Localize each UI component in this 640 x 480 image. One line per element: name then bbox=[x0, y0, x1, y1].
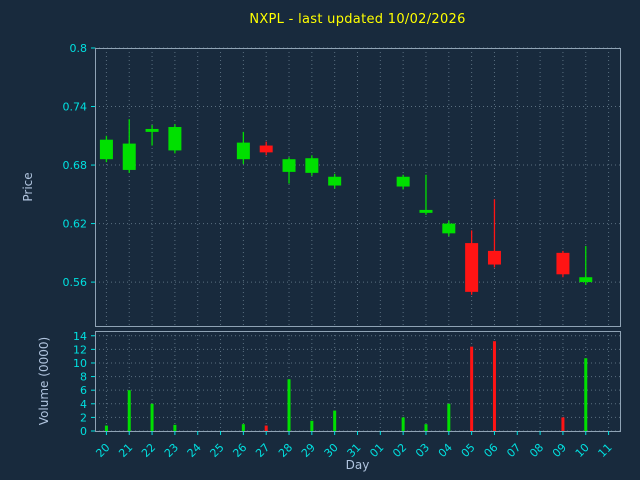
candle-body bbox=[122, 143, 136, 170]
tick-marks bbox=[91, 47, 610, 435]
x-tick-label: 28 bbox=[276, 441, 295, 460]
x-tick-label: 30 bbox=[322, 441, 341, 460]
candle-day-02 bbox=[396, 174, 410, 190]
price-tick-label: 0.8 bbox=[70, 42, 88, 55]
volume-tick-label: 12 bbox=[73, 343, 87, 356]
chart-title: NXPL - last updated 10/02/2026 bbox=[249, 12, 466, 27]
x-tick-label: 23 bbox=[162, 441, 181, 460]
volume-bar-day-22 bbox=[150, 403, 154, 431]
candle-day-03 bbox=[419, 174, 433, 215]
candle-body bbox=[579, 277, 593, 283]
x-tick-label: 01 bbox=[367, 441, 386, 460]
candle-body bbox=[236, 142, 250, 160]
candle-day-23 bbox=[168, 124, 182, 154]
x-tick-label: 21 bbox=[116, 441, 135, 460]
volume-bar-day-10 bbox=[584, 358, 588, 431]
volume-bar-day-29 bbox=[310, 420, 314, 431]
candle-body bbox=[419, 209, 433, 213]
candle-day-04 bbox=[442, 220, 456, 237]
price-tick-label: 0.74 bbox=[63, 101, 88, 114]
candle-day-10 bbox=[579, 246, 593, 286]
candle-body bbox=[305, 158, 319, 173]
volume-tick-label: 14 bbox=[73, 330, 87, 343]
x-tick-label: 31 bbox=[345, 441, 364, 460]
volume-tick-label: 4 bbox=[80, 398, 87, 411]
x-tick-label: 11 bbox=[596, 441, 615, 460]
x-tick-label: 07 bbox=[504, 441, 523, 460]
candle-day-29 bbox=[305, 155, 319, 176]
candle-body bbox=[556, 252, 570, 275]
volume-tick-label: 0 bbox=[80, 425, 87, 438]
candle-day-21 bbox=[122, 119, 136, 173]
price-axes-spine bbox=[95, 48, 621, 327]
volume-bar-day-28 bbox=[287, 379, 291, 431]
candle-day-30 bbox=[328, 173, 342, 189]
volume-tick-label: 10 bbox=[73, 357, 87, 370]
candle-body bbox=[442, 223, 456, 234]
candle-body bbox=[168, 127, 182, 151]
candle-day-22 bbox=[145, 125, 159, 146]
volume-bar-day-05 bbox=[470, 346, 474, 431]
volume-bar-day-21 bbox=[127, 390, 131, 431]
x-tick-label: 26 bbox=[230, 441, 249, 460]
volume-axes-spine bbox=[95, 331, 621, 432]
candle-body bbox=[99, 139, 113, 160]
volume-bar-day-09 bbox=[561, 417, 565, 431]
volume-tick-label: 6 bbox=[80, 384, 87, 397]
volume-bar-day-26 bbox=[241, 424, 245, 431]
candle-body bbox=[282, 159, 296, 172]
x-tick-label: 08 bbox=[527, 441, 546, 460]
candle-body bbox=[465, 243, 479, 292]
candle-body bbox=[487, 250, 501, 265]
candles-group bbox=[99, 119, 593, 295]
x-tick-label: 09 bbox=[550, 441, 569, 460]
candle-day-26 bbox=[236, 131, 250, 165]
candle-day-27 bbox=[259, 141, 273, 156]
volume-bar-day-04 bbox=[447, 403, 451, 431]
x-tick-label: 04 bbox=[436, 441, 455, 460]
candle-body bbox=[259, 145, 273, 153]
candle-day-06 bbox=[487, 199, 501, 268]
x-tick-label: 10 bbox=[573, 441, 592, 460]
x-tick-label: 02 bbox=[390, 441, 409, 460]
x-axis-label: Day bbox=[345, 458, 370, 472]
x-tick-label: 22 bbox=[139, 441, 158, 460]
x-tick-label: 05 bbox=[459, 441, 478, 460]
x-tick-label: 06 bbox=[481, 441, 500, 460]
x-tick-label: 27 bbox=[253, 441, 272, 460]
volume-tick-label: 2 bbox=[80, 411, 87, 424]
candle-day-20 bbox=[99, 135, 113, 163]
volume-bar-day-30 bbox=[333, 410, 337, 431]
price-tick-label: 0.56 bbox=[63, 276, 88, 289]
candle-body bbox=[328, 176, 342, 186]
x-tick-label: 25 bbox=[208, 441, 227, 460]
price-tick-label: 0.68 bbox=[63, 159, 88, 172]
candle-body bbox=[396, 176, 410, 187]
volume-tick-label: 8 bbox=[80, 371, 87, 384]
gridlines bbox=[95, 47, 620, 432]
volume-bar-day-02 bbox=[401, 417, 405, 431]
x-tick-label: 20 bbox=[93, 441, 112, 460]
candle-day-28 bbox=[282, 157, 296, 184]
volume-bar-day-03 bbox=[424, 424, 428, 431]
candle-day-09 bbox=[556, 250, 570, 278]
x-tick-label: 24 bbox=[185, 441, 204, 460]
volume-bars-group bbox=[104, 341, 588, 431]
volume-bar-day-06 bbox=[492, 341, 496, 431]
candle-body bbox=[145, 128, 159, 132]
volume-bar-day-27 bbox=[264, 425, 268, 431]
x-tick-label: 03 bbox=[413, 441, 432, 460]
price-tick-label: 0.62 bbox=[63, 218, 88, 231]
volume-bar-day-20 bbox=[104, 425, 108, 431]
x-tick-label: 29 bbox=[299, 441, 318, 460]
candle-day-05 bbox=[465, 230, 479, 295]
volume-bar-day-23 bbox=[173, 424, 177, 431]
